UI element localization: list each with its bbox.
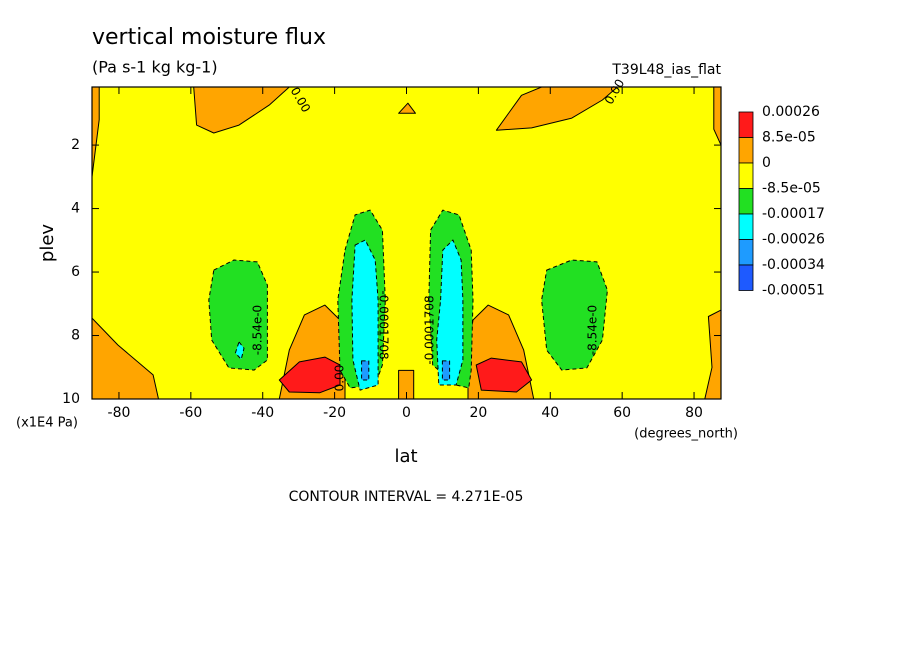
x-tick-label: -60 bbox=[179, 405, 202, 421]
dataset-label: T39L48_ias_flat bbox=[611, 62, 721, 78]
contour-region bbox=[278, 356, 341, 394]
colorbar-swatch bbox=[738, 213, 754, 240]
y-tick-label: 6 bbox=[71, 264, 80, 280]
contour-region bbox=[398, 102, 416, 114]
y-tick-label: 10 bbox=[62, 391, 80, 407]
colorbar-swatch bbox=[738, 239, 754, 266]
contour-region bbox=[441, 360, 451, 381]
x-axis-label: lat bbox=[394, 446, 417, 467]
contour-interval: CONTOUR INTERVAL = 4.271E-05 bbox=[289, 489, 524, 505]
colorbar-swatch bbox=[738, 264, 754, 291]
background-field bbox=[92, 87, 721, 399]
colorbar-label: -8.5e-05 bbox=[762, 181, 821, 197]
contour-region bbox=[361, 360, 370, 381]
x-tick-label: -20 bbox=[323, 405, 346, 421]
x-tick-label: 20 bbox=[469, 405, 487, 421]
contour-region bbox=[475, 357, 533, 393]
contour-region bbox=[436, 239, 464, 386]
contour-region bbox=[351, 239, 379, 391]
contour-region bbox=[495, 87, 618, 131]
colorbar-swatch bbox=[738, 162, 754, 189]
colorbar-label: 0 bbox=[762, 155, 771, 171]
contour-label: -8.54e-0 bbox=[586, 305, 600, 355]
colorbar-swatch bbox=[738, 111, 754, 138]
x-tick-label: -80 bbox=[108, 405, 131, 421]
colorbar-swatch bbox=[738, 188, 754, 215]
contour-region bbox=[234, 341, 245, 360]
x-tick-label: -40 bbox=[251, 405, 274, 421]
colorbar-swatch bbox=[738, 137, 754, 164]
chart-title: vertical moisture flux bbox=[92, 25, 326, 50]
colorbar-label: -0.00051 bbox=[762, 283, 825, 299]
contour-region bbox=[92, 87, 100, 178]
contour-region bbox=[208, 259, 268, 371]
colorbar-label: 8.5e-05 bbox=[762, 130, 816, 146]
y-tick-label: 2 bbox=[71, 137, 80, 153]
contour-region bbox=[704, 309, 721, 399]
contour-field bbox=[92, 87, 721, 399]
x-tick-label: 40 bbox=[541, 405, 559, 421]
contour-region bbox=[713, 87, 721, 146]
colorbar-label: -0.00017 bbox=[762, 206, 825, 222]
y-axis-label: plev bbox=[37, 224, 58, 263]
y-tick-label: 8 bbox=[71, 328, 80, 344]
chart-subtitle: (Pa s-1 kg kg-1) bbox=[92, 58, 218, 77]
x-axis-units: (degrees_north) bbox=[634, 427, 738, 442]
x-tick-label: 0 bbox=[402, 405, 411, 421]
contour-label: 0.00 bbox=[333, 365, 347, 392]
colorbar-label: 0.00026 bbox=[762, 104, 820, 120]
contour-label: -8.54e-0 bbox=[251, 305, 265, 355]
x-tick-label: 80 bbox=[685, 405, 703, 421]
contour-label: -0.0001708 bbox=[423, 295, 437, 364]
contour-region bbox=[193, 87, 290, 134]
colorbar-label: -0.00026 bbox=[762, 232, 825, 248]
y-tick-label: 4 bbox=[71, 201, 80, 217]
contour-region bbox=[92, 317, 159, 399]
contour-region bbox=[541, 259, 608, 371]
y-axis-units: (x1E4 Pa) bbox=[16, 416, 78, 431]
contour-region bbox=[398, 369, 415, 399]
colorbar-label: -0.00034 bbox=[762, 257, 825, 273]
x-tick-label: 60 bbox=[613, 405, 631, 421]
contour-label: -0.0001708 bbox=[377, 290, 391, 359]
